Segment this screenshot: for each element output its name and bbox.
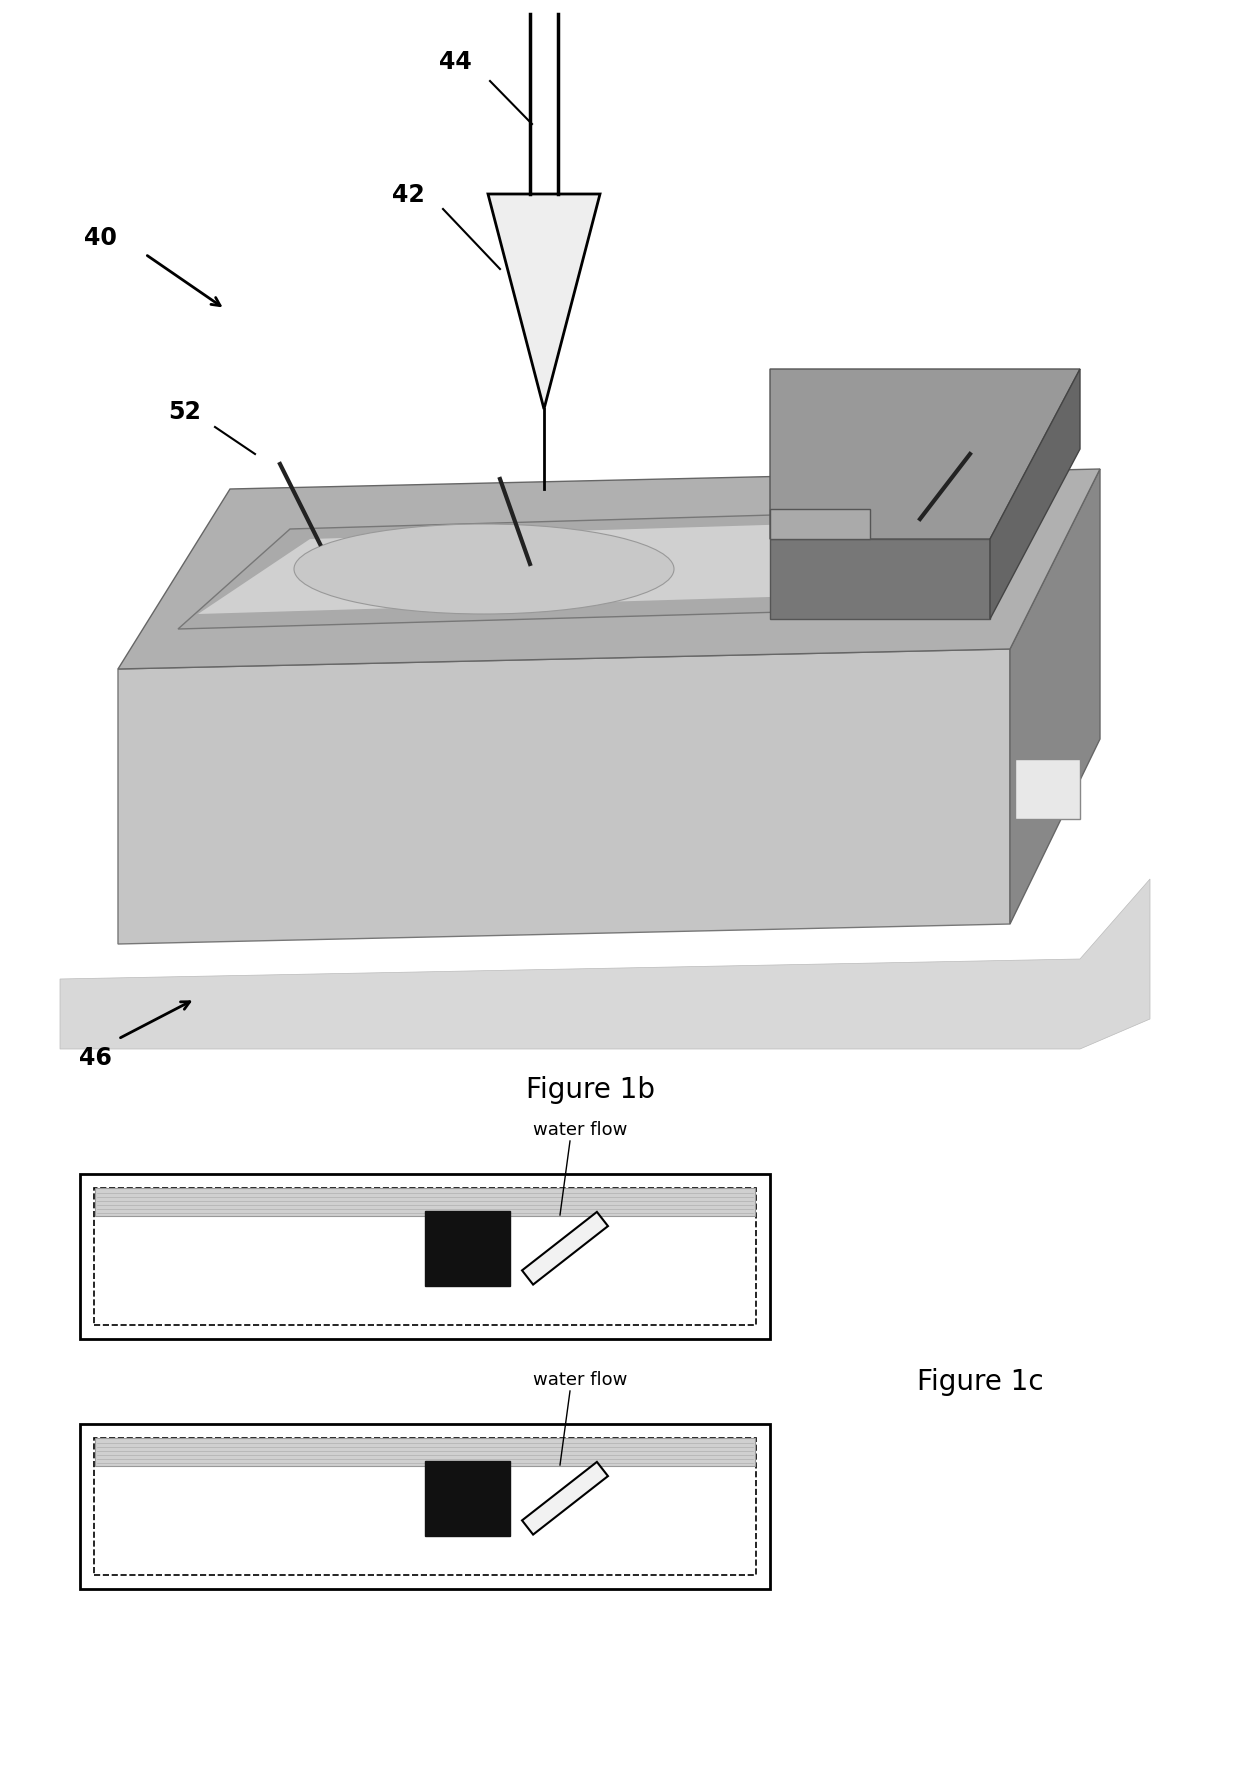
Text: 40: 40 bbox=[83, 225, 117, 250]
Text: water flow: water flow bbox=[533, 1121, 627, 1138]
Text: 46: 46 bbox=[78, 1046, 112, 1069]
Text: water flow: water flow bbox=[533, 1371, 627, 1388]
Text: Figure 1b: Figure 1b bbox=[526, 1076, 655, 1103]
Bar bbox=[522, 1213, 608, 1285]
Text: 44: 44 bbox=[439, 50, 471, 74]
Bar bbox=[95, 1188, 755, 1216]
Bar bbox=[94, 1188, 756, 1324]
Polygon shape bbox=[60, 879, 1149, 1050]
Bar bbox=[425, 1461, 510, 1535]
Polygon shape bbox=[770, 371, 1080, 539]
Text: 48: 48 bbox=[532, 509, 564, 534]
Bar bbox=[81, 1424, 770, 1589]
Polygon shape bbox=[770, 509, 870, 539]
Polygon shape bbox=[1011, 470, 1100, 924]
Text: 52: 52 bbox=[169, 399, 201, 424]
Bar bbox=[95, 1438, 755, 1466]
Text: 50: 50 bbox=[988, 427, 1022, 452]
Polygon shape bbox=[770, 539, 990, 619]
Bar bbox=[94, 1438, 756, 1574]
Bar bbox=[522, 1463, 608, 1535]
Polygon shape bbox=[118, 649, 1011, 945]
Polygon shape bbox=[118, 470, 1100, 670]
Polygon shape bbox=[1016, 759, 1080, 819]
Bar bbox=[81, 1174, 770, 1339]
Bar bbox=[425, 1211, 510, 1285]
Text: 42: 42 bbox=[392, 183, 424, 207]
Polygon shape bbox=[198, 519, 960, 615]
Text: Figure 1c: Figure 1c bbox=[916, 1367, 1043, 1395]
Ellipse shape bbox=[294, 525, 675, 615]
Polygon shape bbox=[990, 371, 1080, 619]
Polygon shape bbox=[489, 195, 600, 410]
Polygon shape bbox=[179, 509, 980, 629]
